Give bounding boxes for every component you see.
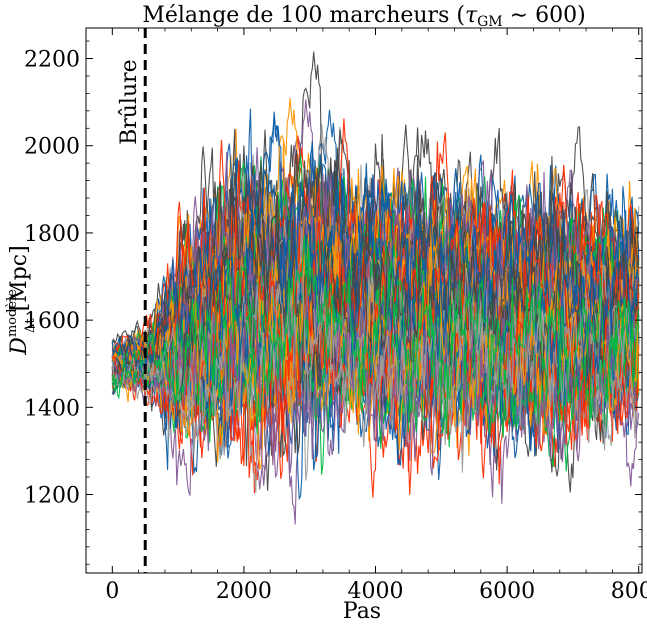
y-tick-label: 1200 [24, 484, 80, 509]
walker-trace [111, 197, 640, 434]
y-tick-label: 1400 [24, 396, 80, 421]
y-axis-label: Dmodèle Δt [Mpc] [5, 245, 38, 355]
burn-in-label: Brûlure [117, 59, 142, 145]
y-tick-label: 2200 [24, 48, 80, 73]
axis-ticks: 0 2000 4000 6000 8000 1200 1400 1600 1800 2000 220… [24, 28, 647, 604]
walker-trace [112, 235, 640, 435]
x-tick-label: 6000 [479, 579, 535, 604]
y-tick-label: 1800 [24, 222, 80, 247]
x-tick-label: 8000 [611, 579, 647, 604]
x-tick-label: 2000 [216, 579, 272, 604]
chart-title: Mélange de 100 marcheurs (τGM ∼ 600) [142, 3, 585, 30]
x-tick-label: 4000 [348, 579, 404, 604]
walker-trace [111, 227, 640, 455]
walker-trace [112, 259, 640, 476]
y-tick-label: 2000 [24, 135, 80, 160]
y-tick-label: 1600 [24, 309, 80, 334]
x-tick-label: 0 [105, 579, 119, 604]
plot-frame [85, 27, 643, 574]
x-axis-label: Pas [343, 599, 381, 624]
walker-traces [111, 51, 640, 525]
walker-trace [111, 184, 640, 452]
walker-trace [111, 114, 640, 375]
